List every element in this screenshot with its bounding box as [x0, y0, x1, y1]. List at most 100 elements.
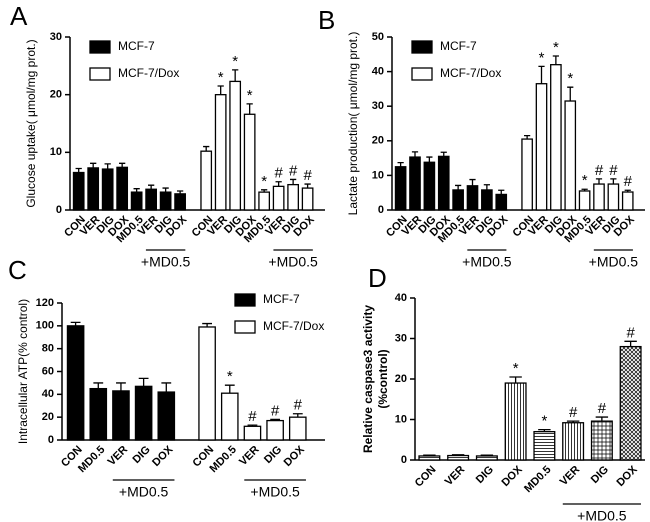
y-axis-label: Glucose uptake( μmol/mg prot.)	[24, 39, 38, 207]
bar	[272, 185, 285, 211]
error-bar	[581, 188, 588, 191]
x-tick-label: CON	[413, 464, 439, 490]
bar	[533, 430, 556, 461]
x-tick-label: DOX	[150, 443, 176, 469]
bar	[101, 168, 114, 211]
bar	[72, 171, 85, 211]
bar	[112, 390, 130, 441]
x-tick-label: DIG	[130, 444, 152, 466]
error-bar	[70, 321, 81, 326]
y-tick-label: 10	[372, 169, 384, 181]
legend-swatch	[234, 320, 256, 334]
bar	[200, 150, 213, 211]
legend-label: MCF-7/Dox	[118, 66, 179, 80]
error-bar	[304, 183, 311, 189]
significance-marker: *	[247, 87, 253, 104]
subgroup-label: +MD0.5	[141, 254, 191, 270]
error-bar	[423, 454, 436, 456]
error-bar	[138, 377, 149, 387]
bar	[521, 138, 533, 211]
significance-marker: *	[227, 368, 233, 385]
error-bar	[624, 340, 637, 347]
panel-label: D	[368, 263, 387, 293]
y-tick-label: 40	[372, 66, 384, 78]
bar	[475, 455, 498, 461]
subgroup-label: +MD0.5	[462, 254, 512, 270]
significance-marker: *	[539, 49, 545, 66]
error-bar	[480, 454, 494, 456]
legend-swatch	[89, 40, 111, 54]
bar	[159, 191, 172, 211]
subgroup-label: +MD0.5	[119, 484, 169, 500]
bar	[452, 189, 464, 211]
error-bar	[567, 86, 574, 102]
x-tick-label: DOX	[282, 443, 308, 469]
x-tick-label: DIG	[589, 464, 611, 486]
significance-marker: *	[218, 69, 224, 86]
x-tick-label: VER	[237, 444, 262, 469]
bar	[607, 183, 620, 211]
bar	[621, 191, 634, 211]
error-bar	[469, 178, 476, 186]
subgroup-label: +MD0.5	[250, 484, 300, 500]
y-tick-label: 120	[36, 297, 54, 309]
error-bar	[595, 416, 609, 422]
legend-label: MCF-7	[263, 292, 300, 306]
bar	[130, 191, 143, 211]
bar	[220, 392, 239, 441]
error-bar	[270, 418, 281, 421]
y-tick-label: 30	[372, 100, 384, 112]
bar	[550, 64, 562, 211]
bar	[418, 455, 441, 461]
x-tick-label: MD0.5	[522, 464, 553, 495]
error-bar	[232, 69, 239, 82]
bar	[157, 391, 176, 441]
error-bar	[75, 167, 82, 173]
significance-marker: *	[541, 413, 547, 430]
error-bar	[624, 189, 631, 193]
error-bar	[224, 384, 235, 394]
bar	[266, 419, 284, 441]
error-bar	[133, 188, 140, 193]
bar	[562, 422, 585, 461]
bar	[437, 155, 450, 211]
bar	[66, 325, 85, 441]
bar	[214, 94, 227, 211]
subgroup-label: +MD0.5	[589, 254, 639, 270]
x-tick-label: DIG	[474, 464, 496, 486]
y-axis-label: Lactate production( μmol/mg prot.)	[346, 32, 360, 216]
y-tick-label: 0	[401, 454, 407, 466]
error-bar	[93, 382, 104, 389]
x-tick-label: DIG	[262, 444, 284, 466]
error-bar	[498, 189, 505, 195]
panel-label: A	[10, 1, 28, 31]
error-bar	[538, 65, 545, 84]
bar	[287, 183, 299, 211]
bar	[564, 100, 577, 211]
y-axis-label: (%control)	[376, 349, 390, 408]
y-tick-label: 100	[36, 320, 54, 332]
y-tick-label: 0	[48, 434, 54, 446]
bar	[578, 190, 591, 211]
bar	[229, 80, 242, 211]
error-bar	[119, 162, 126, 168]
y-tick-label: 20	[42, 411, 54, 423]
x-tick-label: VER	[106, 444, 131, 469]
legend-swatch	[411, 67, 433, 81]
legend-swatch	[411, 40, 433, 54]
significance-marker: *	[582, 172, 588, 189]
error-bar	[440, 151, 447, 157]
error-bar	[566, 420, 580, 423]
error-bar	[483, 184, 490, 190]
significance-marker: *	[553, 39, 559, 56]
legend-label: MCF-7	[118, 39, 155, 53]
x-tick-label: DOX	[614, 463, 640, 489]
error-bar	[397, 161, 404, 167]
bar	[198, 326, 216, 441]
bar	[288, 416, 307, 441]
bar	[466, 185, 479, 211]
error-bar	[203, 145, 210, 152]
significance-marker: *	[567, 70, 573, 87]
significance-marker: #	[624, 173, 633, 190]
